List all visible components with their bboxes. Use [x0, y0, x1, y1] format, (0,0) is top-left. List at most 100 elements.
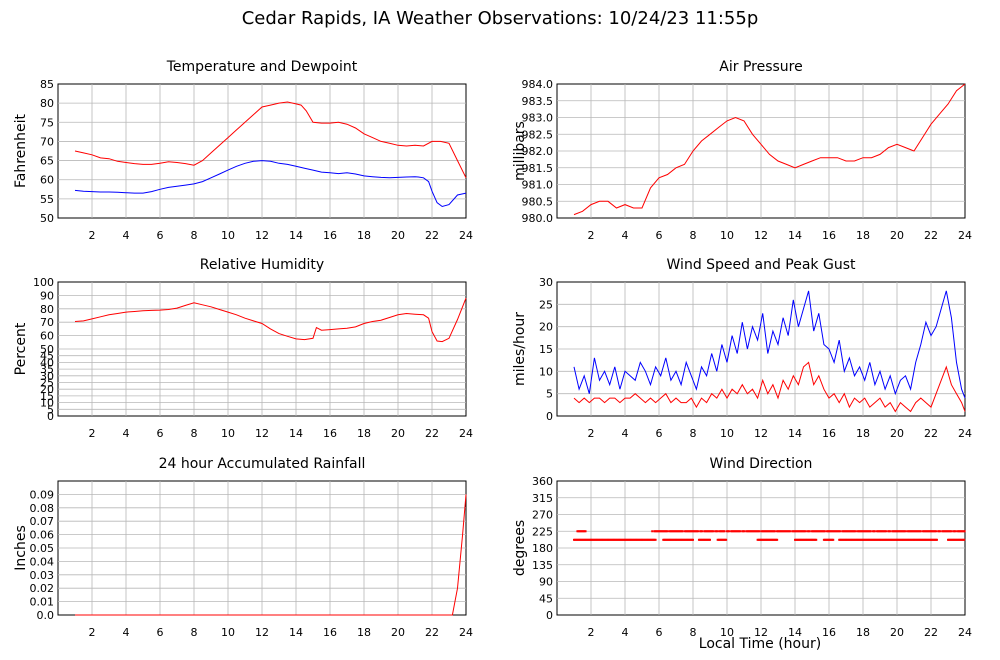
wind-direction-point	[578, 530, 581, 533]
wind-direction-point	[831, 530, 834, 533]
wind-direction-point	[838, 530, 841, 533]
y-tick-label: 60	[40, 330, 54, 343]
x-tick-label: 24	[958, 427, 972, 440]
y-axis-label: degrees	[512, 520, 528, 576]
wind-direction-point	[784, 530, 787, 533]
x-tick-label: 18	[357, 427, 371, 440]
wind-direction-point	[891, 530, 894, 533]
wind-direction-point	[797, 530, 800, 533]
wind-direction-point	[829, 530, 832, 533]
wind-direction-point	[579, 530, 582, 533]
wind-direction-point	[693, 530, 696, 533]
wind-direction-point	[903, 530, 906, 533]
wind-direction-point	[857, 530, 860, 533]
wind-direction-point	[785, 530, 788, 533]
wind-direction-point	[773, 530, 776, 533]
wind-direction-point	[867, 530, 870, 533]
wind-direction-point	[913, 530, 916, 533]
wind-direction-point	[675, 530, 678, 533]
x-tick-label: 24	[958, 626, 972, 639]
wind-direction-point	[883, 530, 886, 533]
wind-direction-point	[746, 530, 749, 533]
wind-direction-point	[822, 530, 825, 533]
wind-direction-point	[706, 530, 709, 533]
wind-direction-point	[689, 530, 692, 533]
x-tick-label: 20	[391, 626, 405, 639]
wind-direction-point	[716, 530, 719, 533]
wind-direction-point	[672, 530, 675, 533]
y-tick-label: 50	[40, 343, 54, 356]
y-tick-label: 75	[40, 116, 54, 129]
x-tick-label: 4	[622, 229, 629, 242]
wind-direction-point	[653, 530, 656, 533]
wind-direction-point	[799, 530, 802, 533]
x-tick-label: 4	[622, 626, 629, 639]
series-line	[74, 101, 467, 179]
y-axis-label: Fahrenheit	[13, 113, 29, 188]
x-tick-label: 10	[720, 427, 734, 440]
wind-direction-point	[958, 530, 961, 533]
wind-direction-point	[842, 530, 845, 533]
y-tick-label: 25	[539, 298, 553, 311]
y-tick-label: 981.0	[522, 179, 554, 192]
wind-direction-point	[866, 530, 869, 533]
wind-direction-point	[581, 530, 584, 533]
wind-direction-point	[957, 530, 960, 533]
wind-direction-point	[766, 530, 769, 533]
wind-direction-point	[786, 530, 789, 533]
wind-direction-point	[673, 530, 676, 533]
wind-direction-point	[941, 530, 944, 533]
wind-direction-point	[787, 530, 790, 533]
y-tick-label: 984.0	[522, 78, 554, 91]
x-tick-label: 10	[221, 427, 235, 440]
wind-direction-point	[916, 530, 919, 533]
x-tick-label: 24	[459, 229, 473, 242]
y-tick-label: 10	[40, 397, 54, 410]
wind-direction-point	[825, 530, 828, 533]
chart-title: 24 hour Accumulated Rainfall	[159, 456, 366, 472]
x-tick-label: 10	[221, 626, 235, 639]
x-tick-label: 14	[788, 427, 802, 440]
x-tick-label: 10	[720, 626, 734, 639]
wind-direction-point	[765, 530, 768, 533]
wind-direction-point	[930, 530, 932, 533]
wind-direction-point	[854, 530, 857, 533]
wind-direction-point	[850, 530, 853, 533]
wind-direction-point	[810, 530, 813, 533]
wind-direction-point	[912, 530, 915, 533]
wind-direction-point	[909, 530, 912, 533]
temp-chart: 2 4 6 8 10 12 14 16 18 20 22 245055606570758085Temp…	[13, 59, 473, 242]
y-tick-label: 40	[40, 356, 54, 369]
wind-direction-point	[812, 530, 815, 533]
rh-chart: 2 4 6 8 10 12 14 16 18 20 22 2405101520253035404550…	[13, 257, 473, 440]
y-tick-label: 180	[532, 542, 553, 555]
x-tick-label: 16	[323, 229, 337, 242]
wind-direction-point	[919, 530, 922, 533]
x-tick-label: 22	[425, 626, 439, 639]
x-tick-label: 4	[622, 427, 629, 440]
wind-direction-point	[747, 530, 750, 533]
y-tick-label: 315	[532, 492, 553, 505]
wind-direction-point	[844, 530, 847, 533]
chart-title: Wind Direction	[710, 456, 813, 472]
x-tick-label: 18	[856, 229, 870, 242]
wind-direction-point	[680, 530, 683, 533]
wind-direction-point	[896, 530, 899, 533]
x-tick-label: 6	[157, 229, 164, 242]
wind-direction-point	[688, 530, 691, 533]
wind-direction-point	[695, 530, 698, 533]
x-tick-label: 20	[890, 229, 904, 242]
y-tick-label: 225	[532, 525, 553, 538]
y-tick-label: 65	[40, 155, 54, 168]
wind-direction-point	[845, 530, 848, 533]
wind-direction-point	[710, 530, 713, 533]
wind-direction-point	[708, 530, 711, 533]
x-tick-label: 22	[924, 626, 938, 639]
x-tick-label: 8	[191, 626, 198, 639]
wind-direction-point	[815, 530, 818, 533]
series-line	[573, 83, 966, 216]
wind-direction-point	[841, 530, 844, 533]
y-tick-label: 15	[40, 390, 54, 403]
x-tick-label: 2	[588, 626, 595, 639]
chart-title: Relative Humidity	[200, 257, 324, 273]
